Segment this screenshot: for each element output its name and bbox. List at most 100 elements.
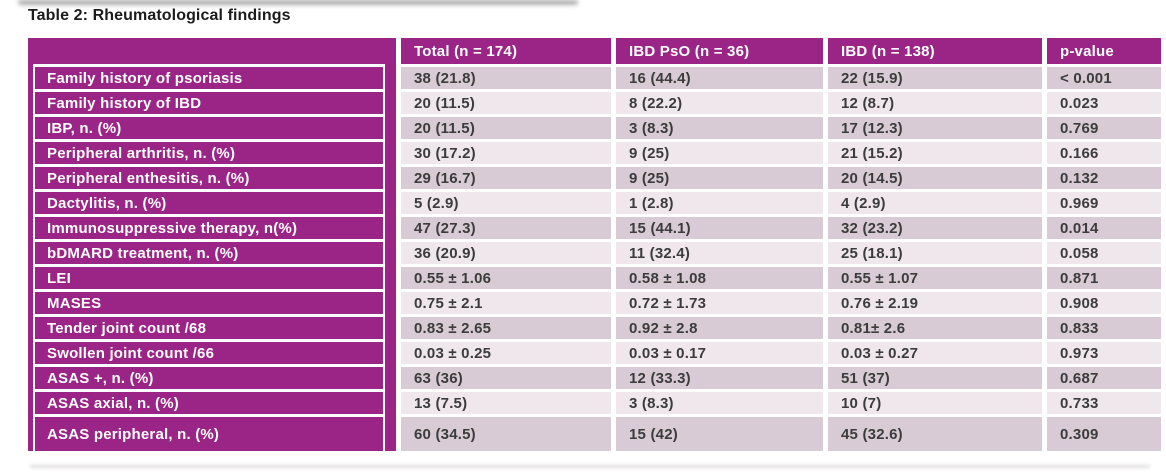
p-value-cell: 0.833 (1047, 317, 1161, 339)
table-row: Peripheral arthritis, n. (%) 30 (17.2) 9… (28, 142, 1161, 164)
p-value-cell: 0.309 (1047, 417, 1161, 451)
rheumatological-findings-table: Total (n = 174) IBD PsO (n = 36) IBD (n … (28, 38, 1161, 451)
total-cell: 29 (16.7) (401, 167, 611, 189)
bottom-edge-artifact (30, 465, 1150, 468)
total-cell: 60 (34.5) (401, 417, 611, 451)
column-header-empty (28, 38, 396, 64)
ibd-pso-cell: 15 (44.1) (616, 217, 823, 239)
total-cell: 36 (20.9) (401, 242, 611, 264)
table-row: Immunosuppressive therapy, n(%) 47 (27.3… (28, 217, 1161, 239)
ibd-pso-cell: 1 (2.8) (616, 192, 823, 214)
p-value-cell: 0.973 (1047, 342, 1161, 364)
row-label-cell: Swollen joint count /66 (35, 342, 383, 364)
column-header-ibd-pso: IBD PsO (n = 36) (616, 38, 823, 64)
ibd-pso-cell: 16 (44.4) (616, 67, 823, 89)
table-row: ASAS axial, n. (%) 13 (7.5) 3 (8.3) 10 (… (28, 392, 1161, 414)
table-title: Table 2: Rheumatological findings (28, 7, 291, 24)
total-cell: 0.03 ± 0.25 (401, 342, 611, 364)
ibd-pso-cell: 0.92 ± 2.8 (616, 317, 823, 339)
p-value-cell: 0.908 (1047, 292, 1161, 314)
column-header-total: Total (n = 174) (401, 38, 611, 64)
ibd-cell: 22 (15.9) (828, 67, 1042, 89)
p-value-cell: 0.132 (1047, 167, 1161, 189)
ibd-pso-cell: 9 (25) (616, 167, 823, 189)
p-value-cell: < 0.001 (1047, 67, 1161, 89)
row-label-cell: Peripheral arthritis, n. (%) (35, 142, 383, 164)
table-header-row: Total (n = 174) IBD PsO (n = 36) IBD (n … (28, 38, 1161, 64)
total-cell: 0.55 ± 1.06 (401, 267, 611, 289)
table-row: Peripheral enthesitis, n. (%) 29 (16.7) … (28, 167, 1161, 189)
total-cell: 0.75 ± 2.1 (401, 292, 611, 314)
ibd-pso-cell: 3 (8.3) (616, 117, 823, 139)
p-value-cell: 0.733 (1047, 392, 1161, 414)
row-label-cell: IBP, n. (%) (35, 117, 383, 139)
column-header-p-value: p-value (1047, 38, 1161, 64)
ibd-cell: 45 (32.6) (828, 417, 1042, 451)
row-label-cell: Dactylitis, n. (%) (35, 192, 383, 214)
ibd-pso-cell: 0.72 ± 1.73 (616, 292, 823, 314)
p-value-cell: 0.023 (1047, 92, 1161, 114)
ibd-pso-cell: 0.58 ± 1.08 (616, 267, 823, 289)
row-label-cell: LEI (35, 267, 383, 289)
p-value-cell: 0.769 (1047, 117, 1161, 139)
ibd-cell: 17 (12.3) (828, 117, 1042, 139)
table-row: ASAS +, n. (%) 63 (36) 12 (33.3) 51 (37)… (28, 367, 1161, 389)
table-row: LEI 0.55 ± 1.06 0.58 ± 1.08 0.55 ± 1.07 … (28, 267, 1161, 289)
column-header-ibd: IBD (n = 138) (828, 38, 1042, 64)
ibd-cell: 0.76 ± 2.19 (828, 292, 1042, 314)
total-cell: 20 (11.5) (401, 117, 611, 139)
ibd-cell: 0.03 ± 0.27 (828, 342, 1042, 364)
row-label-cell: MASES (35, 292, 383, 314)
row-label-cell: Tender joint count /68 (35, 317, 383, 339)
ibd-cell: 32 (23.2) (828, 217, 1042, 239)
table-row: ASAS peripheral, n. (%) 60 (34.5) 15 (42… (28, 417, 1161, 451)
ibd-cell: 0.81± 2.6 (828, 317, 1042, 339)
total-cell: 47 (27.3) (401, 217, 611, 239)
ibd-cell: 10 (7) (828, 392, 1042, 414)
ibd-cell: 51 (37) (828, 367, 1042, 389)
ibd-pso-cell: 3 (8.3) (616, 392, 823, 414)
ibd-pso-cell: 11 (32.4) (616, 242, 823, 264)
p-value-cell: 0.058 (1047, 242, 1161, 264)
p-value-cell: 0.014 (1047, 217, 1161, 239)
table-row: Tender joint count /68 0.83 ± 2.65 0.92 … (28, 317, 1161, 339)
table-row: bDMARD treatment, n. (%) 36 (20.9) 11 (3… (28, 242, 1161, 264)
total-cell: 0.83 ± 2.65 (401, 317, 611, 339)
ibd-pso-cell: 12 (33.3) (616, 367, 823, 389)
row-label-cell: ASAS axial, n. (%) (35, 392, 383, 414)
ibd-pso-cell: 8 (22.2) (616, 92, 823, 114)
row-label-cell: Peripheral enthesitis, n. (%) (35, 167, 383, 189)
ibd-cell: 12 (8.7) (828, 92, 1042, 114)
total-cell: 38 (21.8) (401, 67, 611, 89)
ibd-cell: 21 (15.2) (828, 142, 1042, 164)
ibd-pso-cell: 15 (42) (616, 417, 823, 451)
ibd-cell: 25 (18.1) (828, 242, 1042, 264)
label-column-left-rail (28, 38, 33, 451)
row-label-cell: Family history of psoriasis (35, 67, 383, 89)
table-row: MASES 0.75 ± 2.1 0.72 ± 1.73 0.76 ± 2.19… (28, 292, 1161, 314)
ibd-pso-cell: 9 (25) (616, 142, 823, 164)
p-value-cell: 0.871 (1047, 267, 1161, 289)
total-cell: 63 (36) (401, 367, 611, 389)
p-value-cell: 0.687 (1047, 367, 1161, 389)
table-row: Dactylitis, n. (%) 5 (2.9) 1 (2.8) 4 (2.… (28, 192, 1161, 214)
ibd-pso-cell: 0.03 ± 0.17 (616, 342, 823, 364)
ibd-cell: 4 (2.9) (828, 192, 1042, 214)
ibd-cell: 20 (14.5) (828, 167, 1042, 189)
total-cell: 20 (11.5) (401, 92, 611, 114)
total-cell: 5 (2.9) (401, 192, 611, 214)
table-row: Family history of psoriasis 38 (21.8) 16… (28, 67, 1161, 89)
row-label-cell: ASAS +, n. (%) (35, 367, 383, 389)
table-row: IBP, n. (%) 20 (11.5) 3 (8.3) 17 (12.3) … (28, 117, 1161, 139)
p-value-cell: 0.166 (1047, 142, 1161, 164)
table-row: Swollen joint count /66 0.03 ± 0.25 0.03… (28, 342, 1161, 364)
row-label-cell: Family history of IBD (35, 92, 383, 114)
p-value-cell: 0.969 (1047, 192, 1161, 214)
ibd-cell: 0.55 ± 1.07 (828, 267, 1042, 289)
total-cell: 13 (7.5) (401, 392, 611, 414)
label-column-right-rail (385, 38, 396, 451)
row-label-cell: Immunosuppressive therapy, n(%) (35, 217, 383, 239)
row-label-cell: ASAS peripheral, n. (%) (35, 417, 383, 451)
table-row: Family history of IBD 20 (11.5) 8 (22.2)… (28, 92, 1161, 114)
